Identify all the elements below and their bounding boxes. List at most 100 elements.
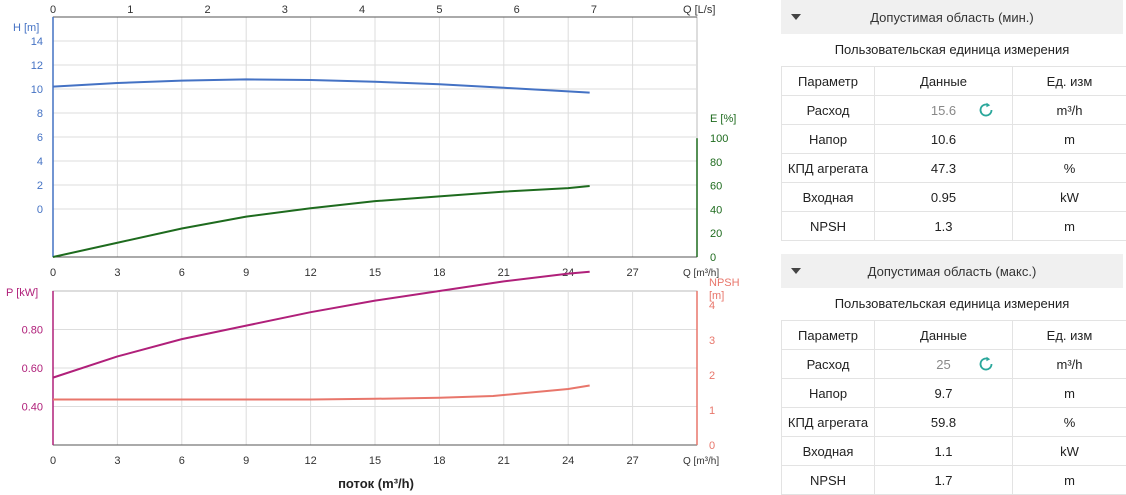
param-value: 9.7 <box>874 378 1013 408</box>
column-header-unit: Ед. изм <box>1012 320 1126 350</box>
tick-label: 0 <box>50 4 56 16</box>
left-axis-label: P [kW] <box>6 287 38 299</box>
param-value: 10.6 <box>874 124 1013 154</box>
param-unit: m <box>1012 211 1126 241</box>
param-name: Напор <box>781 378 875 408</box>
tick-label: 100 <box>710 133 728 145</box>
tick-label: 9 <box>243 455 249 467</box>
panel-title-min: Допустимая область (мин.) <box>870 9 1034 25</box>
unit-system-label-min: Пользовательская единица измерения <box>834 42 1070 57</box>
column-header-param: Параметр <box>781 320 875 350</box>
tick-label: 24 <box>562 455 574 467</box>
pump-curve-charts: SHIMGE 新界泵业SHIMGE 新界泵业SHIMGE 新界泵业SHIMGE … <box>6 4 740 491</box>
tick-label: 12 <box>304 267 316 279</box>
tick-label: 0 <box>50 267 56 279</box>
refresh-icon[interactable] <box>978 102 994 118</box>
param-value: 1.7 <box>874 465 1013 495</box>
tick-label: 3 <box>709 335 715 347</box>
panel-header-max[interactable]: Допустимая область (макс.) <box>781 254 1123 288</box>
right-axis-label: NPSH <box>709 277 740 289</box>
table-row: Расход 25 m³/h <box>781 349 1126 379</box>
param-name: Напор <box>781 124 875 154</box>
param-unit: kW <box>1012 436 1126 466</box>
params-table-min: Параметр Данные Ед. изм Расход 15.6 m³/h… <box>781 66 1126 241</box>
tick-label: 6 <box>514 4 520 16</box>
tick-label: 60 <box>710 181 722 193</box>
table-row: КПД агрегата 59.8 % <box>781 407 1126 437</box>
param-name: КПД агрегата <box>781 407 875 437</box>
tick-label: 0.40 <box>22 402 43 414</box>
column-header-param: Параметр <box>781 66 875 96</box>
param-unit: m <box>1012 124 1126 154</box>
tick-label: 21 <box>498 455 510 467</box>
tick-label: 0.80 <box>22 325 43 337</box>
allowed-range-min-panel: Допустимая область (мин.) Пользовательск… <box>781 0 1126 241</box>
param-value: 1.1 <box>874 436 1013 466</box>
tick-label: 0 <box>50 455 56 467</box>
tick-label: 80 <box>710 157 722 169</box>
x-axis-label: Q [m³/h] <box>683 268 719 279</box>
tick-label: 10 <box>31 84 43 96</box>
top-axis-label: Q [L/s] <box>683 4 715 16</box>
bottom-x-axis-title: поток (m³/h) <box>338 476 414 491</box>
tick-label: 2 <box>204 4 210 16</box>
column-header-data: Данные <box>874 320 1013 350</box>
tick-label: 15 <box>369 267 381 279</box>
tick-label: 21 <box>498 267 510 279</box>
tick-label: 27 <box>626 267 638 279</box>
tick-label: 2 <box>709 370 715 382</box>
tick-label: 12 <box>304 455 316 467</box>
table-header-row: Параметр Данные Ед. изм <box>781 66 1126 96</box>
tick-label: 2 <box>37 180 43 192</box>
tick-label: 18 <box>433 267 445 279</box>
right-axis-label-unit: [m] <box>709 290 724 302</box>
param-unit: m <box>1012 378 1126 408</box>
head-curve <box>52 78 590 94</box>
params-table-max: Параметр Данные Ед. изм Расход 25 m³/h Н… <box>781 320 1126 495</box>
table-row: Входная 1.1 kW <box>781 436 1126 466</box>
tick-label: 3 <box>282 4 288 16</box>
param-unit: m³/h <box>1012 349 1126 379</box>
param-name: КПД агрегата <box>781 153 875 183</box>
flow-value-cell: 15.6 <box>874 95 1013 125</box>
panel-title-max: Допустимая область (макс.) <box>867 263 1037 279</box>
refresh-icon[interactable] <box>978 356 994 372</box>
param-value: 59.8 <box>874 407 1013 437</box>
tick-label: 3 <box>114 267 120 279</box>
tick-label: 15 <box>369 455 381 467</box>
param-unit: m <box>1012 465 1126 495</box>
allowed-range-max-panel: Допустимая область (макс.) Пользовательс… <box>781 254 1126 495</box>
param-unit: % <box>1012 407 1126 437</box>
tick-label: 6 <box>179 267 185 279</box>
collapse-triangle-icon[interactable] <box>791 268 801 274</box>
tick-label: 0 <box>37 204 43 216</box>
tick-label: 0 <box>709 440 715 452</box>
tick-label: 6 <box>179 455 185 467</box>
tick-label: 12 <box>31 60 43 72</box>
table-row: NPSH 1.3 m <box>781 211 1126 241</box>
flow-value[interactable]: 25 <box>936 356 951 372</box>
left-axis-label: H [m] <box>13 22 39 34</box>
tick-label: 8 <box>37 108 43 120</box>
right-axis-label: E [%] <box>710 113 736 125</box>
tick-label: 5 <box>436 4 442 16</box>
x-axis-unit-label: Q [m³/h] <box>683 456 719 467</box>
efficiency-curve <box>52 184 590 258</box>
param-name: Входная <box>781 436 875 466</box>
table-row: Расход 15.6 m³/h <box>781 95 1126 125</box>
panel-header-min[interactable]: Допустимая область (мин.) <box>781 0 1123 34</box>
param-value: 47.3 <box>874 153 1013 183</box>
flow-value-cell: 25 <box>874 349 1013 379</box>
collapse-triangle-icon[interactable] <box>791 14 801 20</box>
tick-label: 4 <box>359 4 365 16</box>
param-name: NPSH <box>781 211 875 241</box>
tick-label: 14 <box>31 36 43 48</box>
tick-label: 3 <box>114 455 120 467</box>
column-header-data: Данные <box>874 66 1013 96</box>
flow-value[interactable]: 15.6 <box>930 102 957 118</box>
table-row: Входная 0.95 kW <box>781 182 1126 212</box>
tick-label: 4 <box>709 300 715 312</box>
param-name: Входная <box>781 182 875 212</box>
